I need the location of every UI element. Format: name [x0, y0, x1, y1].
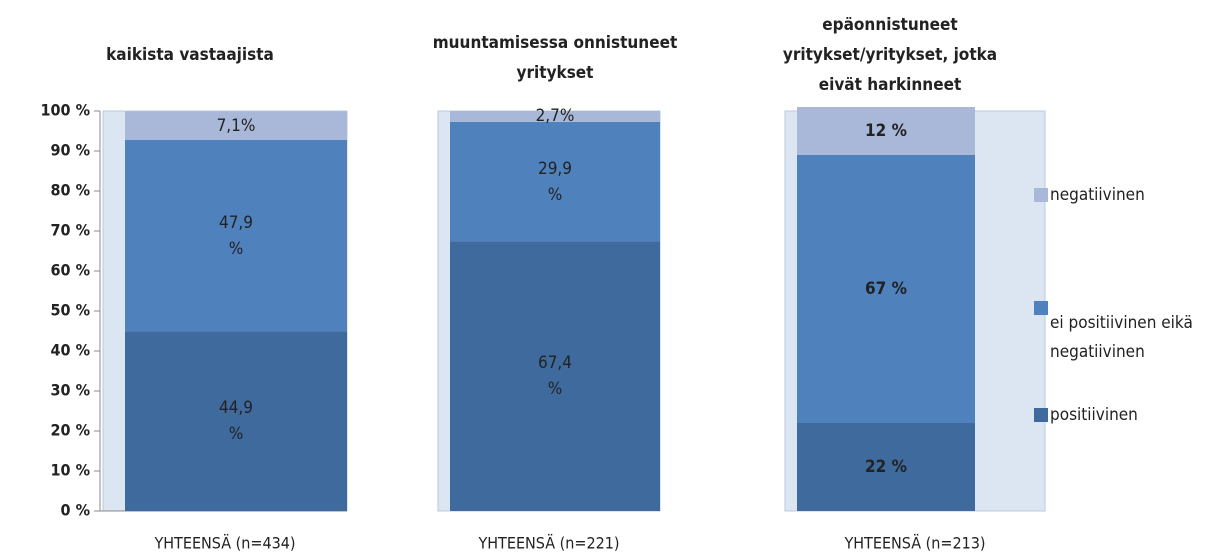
legend-label-box: positiivinen	[1050, 404, 1138, 425]
bar-segment	[125, 331, 347, 511]
legend-swatch	[1034, 301, 1048, 315]
legend-label: positiivinen	[1050, 404, 1138, 425]
data-label: 29,9 %	[537, 158, 573, 205]
y-tick-label: 10 %	[51, 461, 90, 480]
legend-label-box: negatiivinen	[1050, 184, 1145, 205]
legend-label: negatiivinen	[1050, 184, 1145, 205]
data-label: 67 %	[865, 279, 907, 299]
bar-segment	[125, 139, 347, 332]
chart-title: muuntamisessa epäonnistuneet yritykset/y…	[782, 15, 998, 95]
y-tick-label: 50 %	[51, 301, 90, 320]
data-label-box: 29,9 %	[537, 158, 573, 205]
data-label-box: 2,7%	[535, 106, 575, 127]
y-tick-label: 80 %	[51, 181, 90, 200]
bar-segment	[797, 423, 975, 511]
data-label-box: 67,4 %	[537, 353, 573, 400]
y-tick-label: 0 %	[61, 501, 90, 520]
y-tick-label: 90 %	[51, 141, 90, 160]
data-label-box: 12 %	[865, 121, 907, 141]
legend-swatch	[1034, 408, 1048, 422]
y-tick-label: 30 %	[51, 381, 90, 400]
chart-title-box: muuntamisessa onnistuneet yritykset	[432, 32, 678, 83]
data-label: 7,1%	[216, 115, 256, 136]
x-tick-label: YHTEENSÄ (n=434)	[153, 534, 295, 553]
data-label: 22 %	[865, 457, 907, 477]
bar-segment	[450, 111, 660, 122]
y-tick-label: 70 %	[51, 221, 90, 240]
bar-segment	[450, 121, 660, 242]
y-tick-label: 100 %	[41, 101, 90, 120]
data-label: 2,7%	[535, 106, 575, 127]
x-tick-label: YHTEENSÄ (n=213)	[843, 534, 985, 553]
data-label-box: 47,9 %	[218, 212, 254, 259]
chart-title: muuntamisessa onnistuneet yritykset	[432, 32, 678, 83]
chart-title-box: kaikista vastaajista	[106, 45, 274, 65]
data-label: 47,9 %	[218, 212, 254, 259]
chart-title: kaikista vastaajista	[106, 45, 274, 65]
data-label-box: 22 %	[865, 457, 907, 477]
legend-swatch	[1034, 188, 1048, 202]
chart-title-box: muuntamisessa epäonnistuneet yritykset/y…	[782, 15, 998, 95]
data-label: 44,9 %	[218, 398, 254, 445]
data-label: 12 %	[865, 121, 907, 141]
y-tick-label: 20 %	[51, 421, 90, 440]
y-tick-label: 40 %	[51, 341, 90, 360]
data-label-box: 44,9 %	[218, 398, 254, 445]
data-label-box: 7,1%	[216, 115, 256, 136]
bar-segment	[125, 111, 347, 140]
bar-segment	[450, 241, 660, 511]
legend-label: ei positiivinen eikä negatiivinen	[1050, 313, 1193, 362]
data-label: 67,4 %	[537, 353, 573, 400]
bar-segment	[797, 107, 975, 155]
x-tick-label: YHTEENSÄ (n=221)	[477, 534, 619, 553]
y-tick-label: 60 %	[51, 261, 90, 280]
legend-label-box: ei positiivinen eikä negatiivinen	[1050, 313, 1193, 362]
data-label-box: 67 %	[865, 279, 907, 299]
bar-segment	[797, 155, 975, 423]
